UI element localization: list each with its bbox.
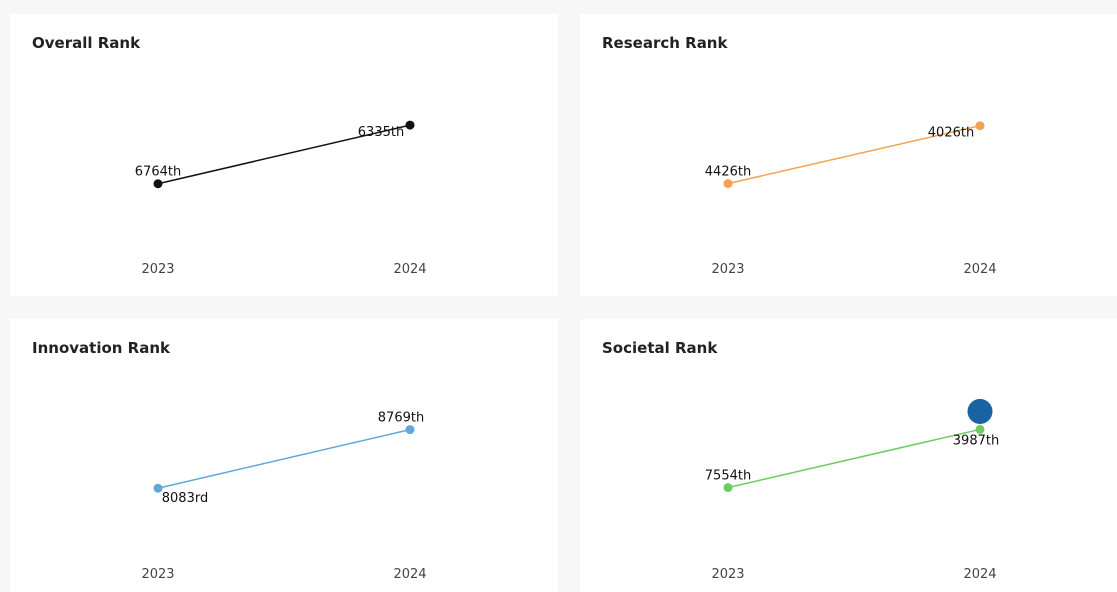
chart-title: Research Rank [602,34,728,52]
series-line [727,124,981,185]
x-tick-label: 2024 [393,567,426,582]
innovation-rank-chart: 8083rd 8769th 2023 2024 [141,411,426,582]
data-label: 6335th [358,125,404,140]
series-line [157,428,411,489]
data-label: 8769th [378,411,424,426]
data-label: 7554th [705,469,751,484]
map-pin-icon [967,398,993,425]
data-point [405,425,415,435]
data-point [405,120,415,130]
x-tick-label: 2023 [141,262,174,277]
data-point [153,179,163,189]
chart-title: Societal Rank [602,339,718,357]
data-label: 4426th [705,165,751,180]
data-label: 8083rd [162,491,208,506]
data-label: 6764th [135,165,181,180]
data-point [975,121,985,131]
series-line [727,428,981,489]
data-point [723,483,733,493]
innovation-rank-panel: Innovation Rank 8083rd 8769th 2023 2024 [10,319,558,592]
societal-rank-panel: Societal Rank 7554th 3987th 2023 2024 [580,319,1117,592]
map-pin-head [967,398,993,424]
x-tick-label: 2023 [141,567,174,582]
data-point [153,483,163,493]
research-rank-chart: 4426th 4026th 2023 2024 [705,121,997,277]
overall-rank-panel: Overall Rank 6764th 6335th 2023 2024 [10,14,558,296]
societal-rank-chart: 7554th 3987th 2023 2024 [705,398,999,582]
series-line [157,124,411,185]
x-tick-label: 2023 [711,262,744,277]
data-point [723,179,733,189]
x-tick-label: 2024 [963,262,996,277]
data-label: 4026th [928,126,974,141]
chart-title: Overall Rank [32,34,141,52]
chart-title: Innovation Rank [32,339,170,357]
x-tick-label: 2024 [963,567,996,582]
x-tick-label: 2024 [393,262,426,277]
data-point [975,424,985,434]
research-rank-panel: Research Rank 4426th 4026th 2023 2024 [580,14,1117,296]
overall-rank-chart: 6764th 6335th 2023 2024 [135,120,427,277]
data-label: 3987th [953,433,999,448]
x-tick-label: 2023 [711,567,744,582]
